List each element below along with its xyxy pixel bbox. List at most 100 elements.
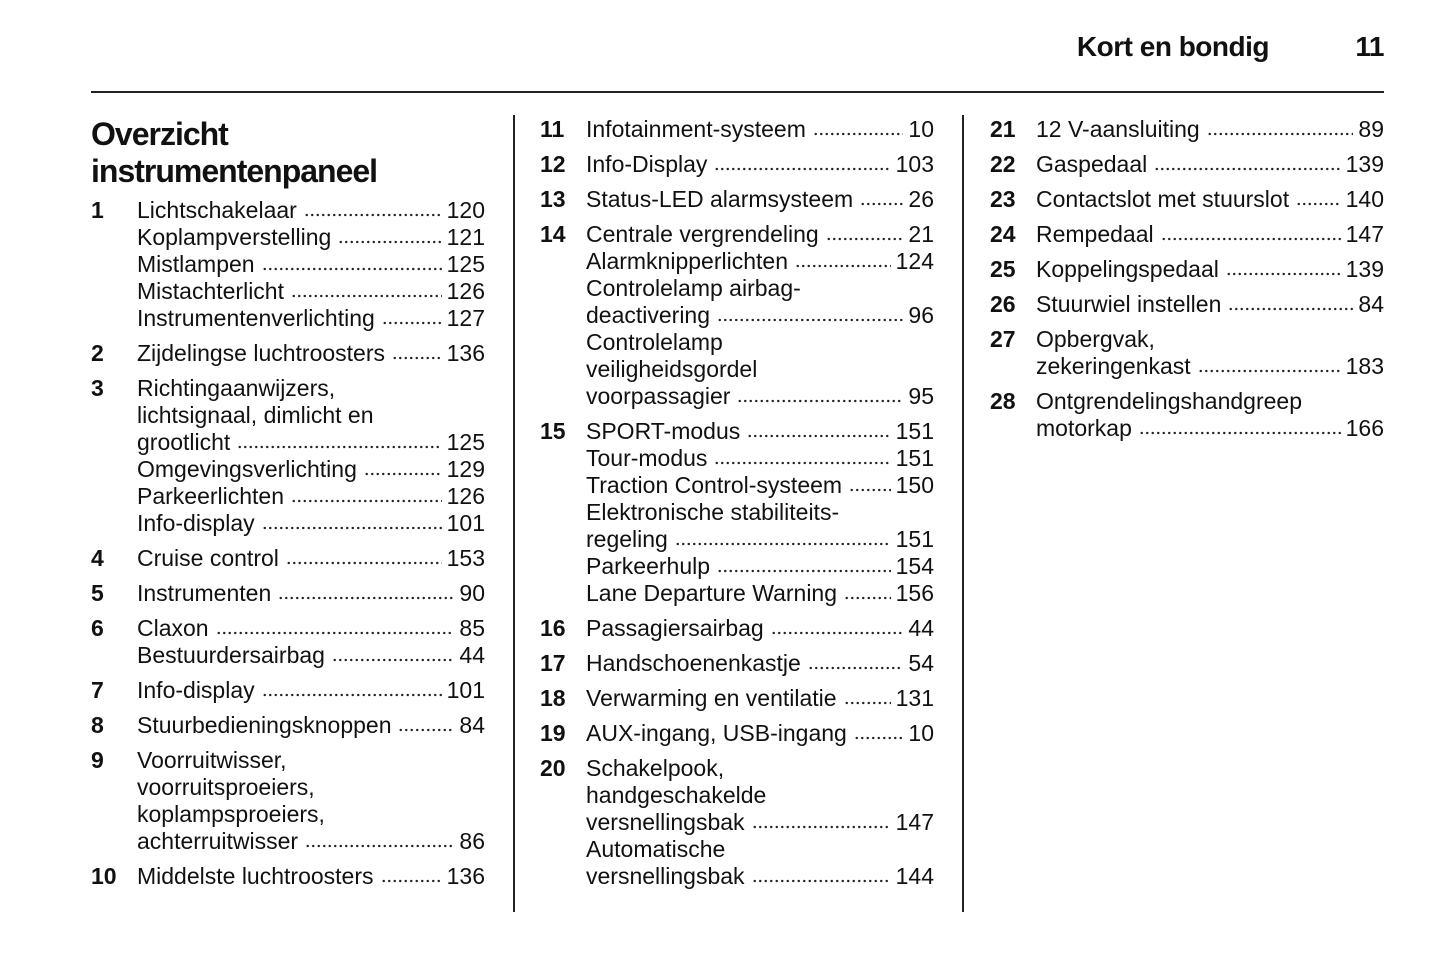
entry: 9 Voorruitwisser, voorruitsproeiers, koplam… xyxy=(91,747,485,855)
item-text: Mistachterlicht xyxy=(137,278,284,304)
item-row: Centrale vergrendeling 21 xyxy=(586,221,934,248)
entry: 24 Rempedaal 147 xyxy=(990,221,1384,248)
dot-leader xyxy=(853,736,904,740)
page-ref: 150 xyxy=(895,472,934,498)
dot-leader xyxy=(1228,307,1354,311)
page-ref: 183 xyxy=(1345,353,1384,379)
entry-items: Schakelpook, handgeschakelde versnellingsb… xyxy=(586,755,934,890)
page-ref: 151 xyxy=(895,526,934,552)
entry: 20 Schakelpook, handgeschakelde versnelling… xyxy=(540,755,934,890)
entry-items: Passagiersairbag 44 xyxy=(586,615,934,642)
page-ref: 85 xyxy=(459,615,485,641)
item-row: Passagiersairbag 44 xyxy=(586,615,934,642)
item-text: SPORT-modus xyxy=(586,418,741,444)
page-ref: 154 xyxy=(895,553,934,579)
entry: 16 Passagiersairbag 44 xyxy=(540,615,934,642)
item-text: Middelste luchtroosters xyxy=(137,863,374,889)
item-row: Stuurbedieningsknoppen 84 xyxy=(137,712,485,739)
item-text: Info-display xyxy=(137,677,255,703)
entry-number: 6 xyxy=(91,615,104,641)
page-ref: 125 xyxy=(446,429,485,455)
page-ref: 129 xyxy=(446,456,485,482)
entry: 18 Verwarming en ventilatie 131 xyxy=(540,685,934,712)
dot-leader xyxy=(380,879,442,883)
item-row: grootlicht 125 xyxy=(137,429,485,456)
page-ref: 147 xyxy=(895,809,934,835)
page-ref: 131 xyxy=(895,685,934,711)
item-row: regeling 151 xyxy=(586,526,934,553)
entry-number: 28 xyxy=(990,388,1016,414)
entry-number: 27 xyxy=(990,326,1016,352)
column-rule xyxy=(513,115,515,912)
dot-leader xyxy=(794,264,891,268)
item-text: Stuurbedieningsknoppen xyxy=(137,712,392,738)
item-text: veiligheidsgordel xyxy=(586,356,758,382)
item-row: Koplampverstelling 121 xyxy=(137,224,485,251)
item-text: Status-LED alarmsysteem xyxy=(586,186,854,212)
dot-leader xyxy=(1138,431,1341,435)
dot-leader xyxy=(825,237,904,241)
item-text: Elektronische stabiliteits- xyxy=(586,499,840,525)
entry-items: Instrumenten 90 xyxy=(137,580,485,607)
item-text: achterruitwisser xyxy=(137,828,299,854)
page-ref: 96 xyxy=(908,302,934,328)
column: 11 Infotainment-systeem 10 12 Info-Display 10… xyxy=(540,116,934,898)
item-row: Mistachterlicht 126 xyxy=(137,278,485,305)
item-text: Bestuurdersairbag xyxy=(137,642,325,668)
dot-leader xyxy=(1197,369,1341,373)
item-row: Alarmknipperlichten 124 xyxy=(586,248,934,275)
dot-leader xyxy=(1206,132,1354,136)
entry-number: 12 xyxy=(540,151,566,177)
dot-leader xyxy=(215,631,455,635)
entry-number: 21 xyxy=(990,116,1016,142)
item-text: AUX-ingang, USB-ingang xyxy=(586,720,847,746)
entry-items: Ontgrendelingshandgreep motorkap 166 xyxy=(1036,388,1384,442)
entry-number: 24 xyxy=(990,221,1016,247)
dot-leader xyxy=(812,132,904,136)
page-ref: 139 xyxy=(1345,256,1384,282)
entry-number: 25 xyxy=(990,256,1016,282)
dot-leader xyxy=(392,356,442,360)
page-ref: 21 xyxy=(908,221,934,247)
item-text: Schakelpook, xyxy=(586,755,725,781)
heading-line: instrumentenpaneel xyxy=(91,153,378,189)
section-title: Kort en bondig xyxy=(1076,31,1270,62)
item-row: Stuurwiel instellen 84 xyxy=(1036,291,1384,318)
entry-items: Centrale vergrendeling 21 Alarmknipperlich… xyxy=(586,221,934,410)
item-text: Handschoenenkastje xyxy=(586,650,801,676)
entry-number: 13 xyxy=(540,186,566,212)
heading-line: Overzicht xyxy=(91,116,229,152)
item-row: Instrumenten 90 xyxy=(137,580,485,607)
entry-items: Info-display 101 xyxy=(137,677,485,704)
dot-leader xyxy=(261,526,442,530)
page-ref: 144 xyxy=(895,863,934,889)
page-ref: 103 xyxy=(895,151,934,177)
entry: 21 12 V-aansluiting 89 xyxy=(990,116,1384,143)
entry-number: 26 xyxy=(990,291,1016,317)
dot-leader xyxy=(717,318,904,322)
entry: 25 Koppelingspedaal 139 xyxy=(990,256,1384,283)
entry: 28 Ontgrendelingshandgreep motorkap 166 xyxy=(990,388,1384,442)
dot-leader xyxy=(860,202,904,206)
entry-items: Gaspedaal 139 xyxy=(1036,151,1384,178)
dot-leader xyxy=(844,596,891,600)
dot-leader xyxy=(261,693,442,697)
item-text: Stuurwiel instellen xyxy=(1036,291,1222,317)
item-row: Claxon 85 xyxy=(137,615,485,642)
item-text: Tour-modus xyxy=(586,445,708,471)
entry-number: 3 xyxy=(91,375,104,401)
dot-leader xyxy=(363,472,442,476)
entry-items: AUX-ingang, USB-ingang 10 xyxy=(586,720,934,747)
item-text: 12 V-aansluiting xyxy=(1036,116,1200,142)
entry-number: 11 xyxy=(540,116,565,142)
page-ref: 44 xyxy=(459,642,485,668)
dot-leader xyxy=(398,728,455,732)
dot-leader xyxy=(290,294,442,298)
page-ref: 90 xyxy=(459,580,485,606)
item-text: Cruise control xyxy=(137,545,279,571)
dot-leader xyxy=(770,631,904,635)
dot-leader xyxy=(843,701,891,705)
page-ref: 95 xyxy=(908,383,934,409)
item-text: grootlicht xyxy=(137,429,231,455)
dot-leader xyxy=(285,561,442,565)
